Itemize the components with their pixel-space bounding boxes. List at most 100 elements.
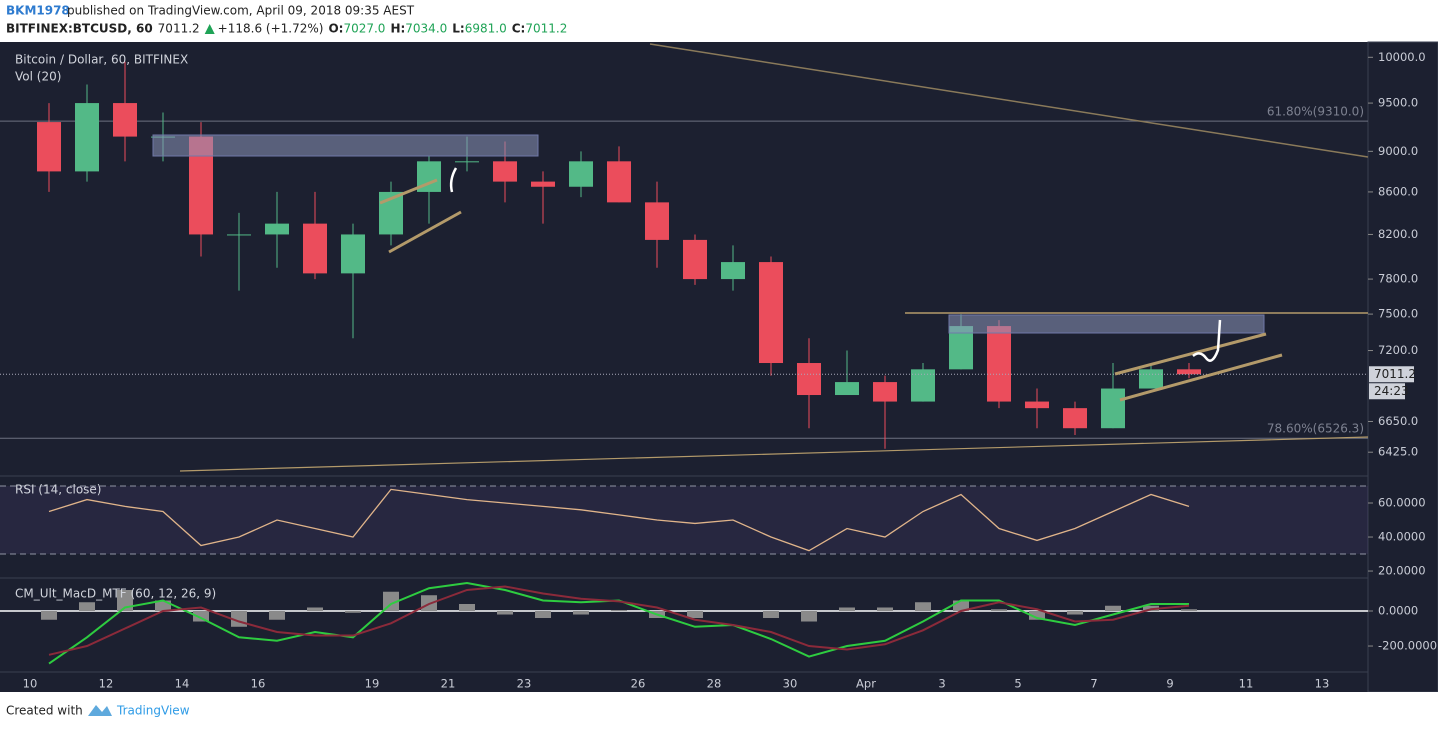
zone-box [152, 134, 539, 157]
header-text: 7011.2 [525, 22, 567, 36]
footer-brand[interactable]: TradingView [116, 704, 190, 718]
candle-body [303, 223, 327, 274]
rsi-band-bg [0, 485, 1368, 555]
candle-body [645, 202, 669, 240]
volume-title: Vol (20) [15, 70, 61, 84]
x-tick-label: 16 [251, 677, 266, 691]
y-tick-label: 7800.0 [1378, 272, 1418, 286]
footer-created: Created with [6, 704, 83, 718]
fib-label: 78.60%(6526.3) [1267, 422, 1364, 436]
macd-hist-bar [269, 611, 285, 620]
x-tick-label: 14 [175, 677, 190, 691]
macd-hist-bar [877, 607, 893, 612]
macd-hist-bar [1067, 611, 1083, 615]
candle-body [75, 103, 99, 172]
x-tick-label: 3 [938, 677, 945, 691]
y-tick-label: 8200.0 [1378, 227, 1418, 241]
candle-body [265, 223, 289, 235]
y-tick-label: 9000.0 [1378, 144, 1418, 158]
rsi-title: RSI (14, close) [15, 483, 101, 497]
channel-line [1119, 353, 1283, 402]
candle-body [569, 161, 593, 187]
x-tick-label: 5 [1014, 677, 1021, 691]
macd-hist-bar [915, 602, 931, 612]
y-tick-label: 9500.0 [1378, 96, 1418, 110]
macd-hist-bar [839, 607, 855, 612]
macd-hist-bar [801, 611, 817, 622]
candle-body [835, 382, 859, 396]
plot: 61.80%(9310.0) 78.60%(6526.3) 10 12 14 16 19 21… [0, 50, 1437, 691]
countdown-label: 24:23 [1374, 384, 1409, 398]
y-tick-label: 6425.0 [1378, 445, 1418, 459]
candle-body [341, 234, 365, 274]
price-tag [1369, 366, 1414, 383]
macd-hist-bar [193, 611, 209, 622]
candle-body [1063, 408, 1087, 429]
y-tick-label: 60.0000 [1378, 496, 1426, 510]
macd-hist-bar [345, 611, 361, 613]
header-text: H: [390, 22, 405, 36]
x-tick-label: Apr [856, 677, 876, 691]
candle-body [1177, 369, 1201, 375]
macd-hist-bar [1181, 609, 1197, 612]
fib-label: 61.80%(9310.0) [1267, 105, 1364, 119]
up-arrow [204, 24, 215, 34]
x-tick-label: 26 [631, 677, 646, 691]
price-tag-label: 7011.2 [1374, 367, 1416, 381]
x-tick-label: 19 [365, 677, 380, 691]
macd-hist-bar [41, 611, 57, 620]
candle-body [759, 262, 783, 364]
candle-body [683, 239, 707, 280]
header-text: 6981.0 [465, 22, 507, 36]
trend-line [179, 436, 1369, 472]
candle-body [873, 382, 897, 402]
candle-body [607, 161, 631, 203]
y-tick-label: 40.0000 [1378, 530, 1426, 544]
channel-line [388, 210, 462, 254]
x-tick-label: 13 [1315, 677, 1330, 691]
macd-signal-line [48, 585, 1190, 656]
macd-title: CM_Ult_MacD_MTF (60, 12, 26, 9) [15, 587, 216, 601]
price-title: Bitcoin / Dollar, 60, BITFINEX [15, 53, 188, 67]
channel-line [1114, 332, 1267, 376]
y-tick-label: 6650.0 [1378, 414, 1418, 428]
x-tick-label: 21 [441, 677, 456, 691]
candle-body [1101, 388, 1125, 429]
header-text: 7027.0 [343, 22, 385, 36]
macd-hist-bar [535, 611, 551, 619]
zone-box [948, 314, 1265, 334]
scribble [1192, 319, 1222, 362]
candle-body [531, 181, 555, 187]
channel-line [379, 178, 438, 205]
macd-hist-bar [459, 603, 475, 612]
candle-body [987, 326, 1011, 402]
candle-body [797, 363, 821, 396]
header-text: +118.6 (+1.72%) [218, 22, 324, 36]
x-tick-label: 30 [783, 677, 798, 691]
y-tick-label: 10000.0 [1378, 50, 1426, 64]
macd-hist-bar [763, 611, 779, 619]
macd-hist-bar [687, 611, 703, 619]
header-text: 7011.2 [158, 22, 200, 36]
countdown-tag [1369, 383, 1405, 400]
x-tick-label: 9 [1166, 677, 1173, 691]
scribble [449, 167, 458, 193]
macd-hist-bar [307, 607, 323, 612]
candle-body [911, 369, 935, 402]
x-tick-label: 12 [99, 677, 114, 691]
macd-hist-bar [1105, 605, 1121, 612]
author[interactable]: BKM1978 [6, 4, 70, 18]
candle-body [1025, 401, 1049, 409]
macd-hist-bar [79, 602, 95, 612]
published: published on TradingView.com, April 09, … [67, 4, 415, 18]
logo [88, 705, 112, 716]
y-tick-label: 0.0000 [1378, 604, 1418, 618]
y-tick-label: 20.0000 [1378, 564, 1426, 578]
candle-body [455, 161, 479, 163]
x-tick-label: 10 [23, 677, 38, 691]
symbol-line: BITFINEX:BTCUSD, 60 7011.2 +118.6 (+1.72%)… [6, 22, 567, 36]
trend-line [649, 43, 1369, 158]
x-tick-label: 7 [1090, 677, 1097, 691]
